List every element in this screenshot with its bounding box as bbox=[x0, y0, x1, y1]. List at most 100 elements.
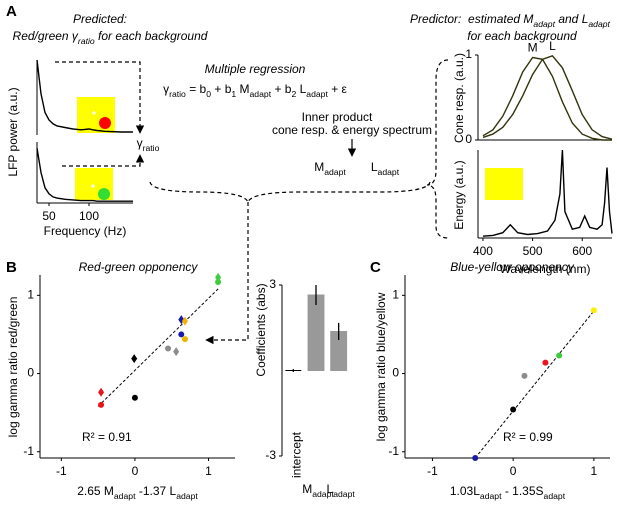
bar bbox=[330, 330, 348, 371]
text-run: + b bbox=[271, 82, 292, 96]
regression-title: Multiple regression bbox=[205, 62, 306, 76]
gamma-ratio: γratio bbox=[137, 136, 160, 153]
text-run: M bbox=[314, 160, 324, 174]
y-axis-label: log gamma ratio blue/yellow bbox=[374, 292, 388, 441]
annotation: R² = 0.91 bbox=[82, 430, 132, 444]
m-adapt: Madapt bbox=[314, 160, 346, 177]
x-tick-label: 0 bbox=[132, 464, 139, 478]
predicted-title: Predicted: bbox=[73, 12, 127, 26]
text-run: Red/green γ bbox=[13, 29, 79, 43]
y-tick-label: 3 bbox=[269, 277, 276, 291]
brace bbox=[426, 59, 449, 239]
point bbox=[98, 401, 105, 408]
text-run: M bbox=[302, 482, 312, 496]
point bbox=[510, 406, 517, 413]
y-tick-label: 0 bbox=[392, 366, 399, 380]
x-tick-label: Ladapt bbox=[327, 482, 356, 499]
text-run: -1.37 L bbox=[135, 484, 176, 498]
x-axis-label: 2.65 Madapt -1.37 Ladapt bbox=[77, 484, 198, 501]
text-run: ratio bbox=[78, 36, 95, 46]
l-adapt: Ladapt bbox=[371, 160, 400, 177]
line bbox=[482, 56, 612, 141]
panel-label: B bbox=[6, 259, 17, 276]
text-run: 1 bbox=[231, 89, 236, 99]
x-tick-label: 0 bbox=[510, 464, 517, 478]
x-tick-label: 600 bbox=[572, 244, 592, 258]
text-run: adapt bbox=[544, 491, 566, 501]
text-run: γ bbox=[163, 82, 169, 96]
chart-title: Red-green opponency bbox=[79, 260, 199, 274]
text-run: for each background bbox=[95, 29, 208, 43]
fit-line bbox=[97, 287, 220, 407]
x-tick-label: 500 bbox=[523, 244, 543, 258]
point bbox=[131, 354, 138, 364]
x-tick-label: 50 bbox=[42, 209, 56, 223]
point bbox=[181, 316, 188, 326]
predictor-subtitle: for each background bbox=[467, 29, 577, 43]
point bbox=[131, 394, 138, 401]
text-run: 0 bbox=[206, 89, 211, 99]
x-tick-label: 1 bbox=[205, 464, 212, 478]
annotation: R² = 0.99 bbox=[503, 430, 553, 444]
inner-product: Inner product bbox=[302, 110, 373, 124]
x-tick-label: 400 bbox=[473, 244, 493, 258]
text-run: adapt bbox=[176, 491, 198, 501]
text-run: adapt bbox=[250, 89, 272, 99]
text-run: ratio bbox=[169, 89, 186, 99]
predictor-title: Predictor: estimated Madapt and Ladapt bbox=[410, 12, 611, 29]
connector bbox=[62, 154, 145, 167]
series-label: L bbox=[549, 39, 556, 53]
text-run: adapt bbox=[333, 489, 355, 499]
text-run: adapt bbox=[324, 167, 346, 177]
stimulus-patch bbox=[98, 188, 110, 200]
line bbox=[482, 149, 613, 237]
text-run: adapt bbox=[480, 491, 502, 501]
x-tick-label: Madapt bbox=[302, 482, 334, 499]
point bbox=[590, 307, 597, 314]
point bbox=[165, 345, 172, 352]
x-axis-label: Wavelength (nm) bbox=[500, 262, 591, 276]
point bbox=[98, 387, 105, 397]
text-run: adapt bbox=[588, 19, 610, 29]
y-axis-label: Energy (a.u.) bbox=[452, 160, 466, 229]
text-run: 1.03L bbox=[450, 484, 480, 498]
y-tick-label: 0 bbox=[27, 366, 34, 380]
text-run: 2.65 M bbox=[77, 484, 114, 498]
text-run: adapt bbox=[378, 167, 400, 177]
line bbox=[482, 54, 613, 140]
y-axis-label: Coefficients (abs) bbox=[254, 283, 268, 376]
x-tick-label: -1 bbox=[56, 464, 67, 478]
stimulus bbox=[77, 97, 115, 133]
panel-label: C bbox=[370, 259, 381, 276]
fixation bbox=[92, 111, 96, 115]
brace bbox=[149, 181, 431, 204]
text-run: + ε bbox=[328, 82, 348, 96]
panel-label: A bbox=[6, 3, 17, 20]
text-run: L bbox=[296, 82, 306, 96]
point bbox=[542, 359, 549, 366]
y-tick-label: -1 bbox=[388, 444, 399, 458]
text-run: = b bbox=[186, 82, 207, 96]
text-run: + b bbox=[211, 82, 232, 96]
chart-title: Blue-yellow opponency bbox=[450, 260, 574, 274]
text-run: Predictor: estimated M bbox=[410, 12, 533, 26]
y-axis-label: Cone resp. (a.u.) bbox=[452, 53, 466, 143]
bar bbox=[307, 294, 325, 371]
x-tick-label: -1 bbox=[427, 464, 438, 478]
text-run: adapt bbox=[306, 89, 328, 99]
point bbox=[215, 279, 222, 286]
x-tick-label: intercept bbox=[290, 431, 304, 478]
text-run: ratio bbox=[143, 143, 160, 153]
stimulus-patch bbox=[99, 117, 111, 129]
y-axis-label: LFP power (a.u.) bbox=[6, 87, 20, 176]
line bbox=[36, 59, 133, 133]
text-run: adapt bbox=[114, 491, 136, 501]
point bbox=[173, 347, 180, 357]
fixation bbox=[91, 184, 95, 188]
connector bbox=[55, 61, 145, 134]
point bbox=[521, 372, 528, 379]
point bbox=[178, 331, 185, 338]
text-run: L bbox=[327, 482, 334, 496]
text-run: and L bbox=[555, 12, 588, 26]
